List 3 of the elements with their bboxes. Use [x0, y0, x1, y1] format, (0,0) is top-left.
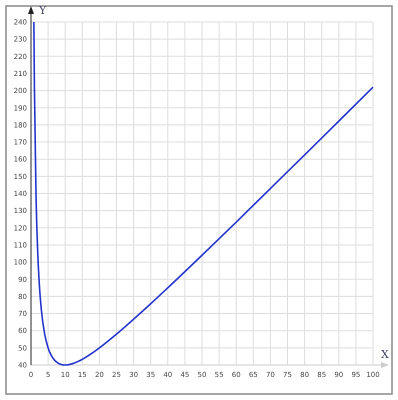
y-axis-title: Y [38, 4, 47, 17]
x-axis-title: X [381, 348, 389, 361]
line-series [33, 21, 374, 366]
